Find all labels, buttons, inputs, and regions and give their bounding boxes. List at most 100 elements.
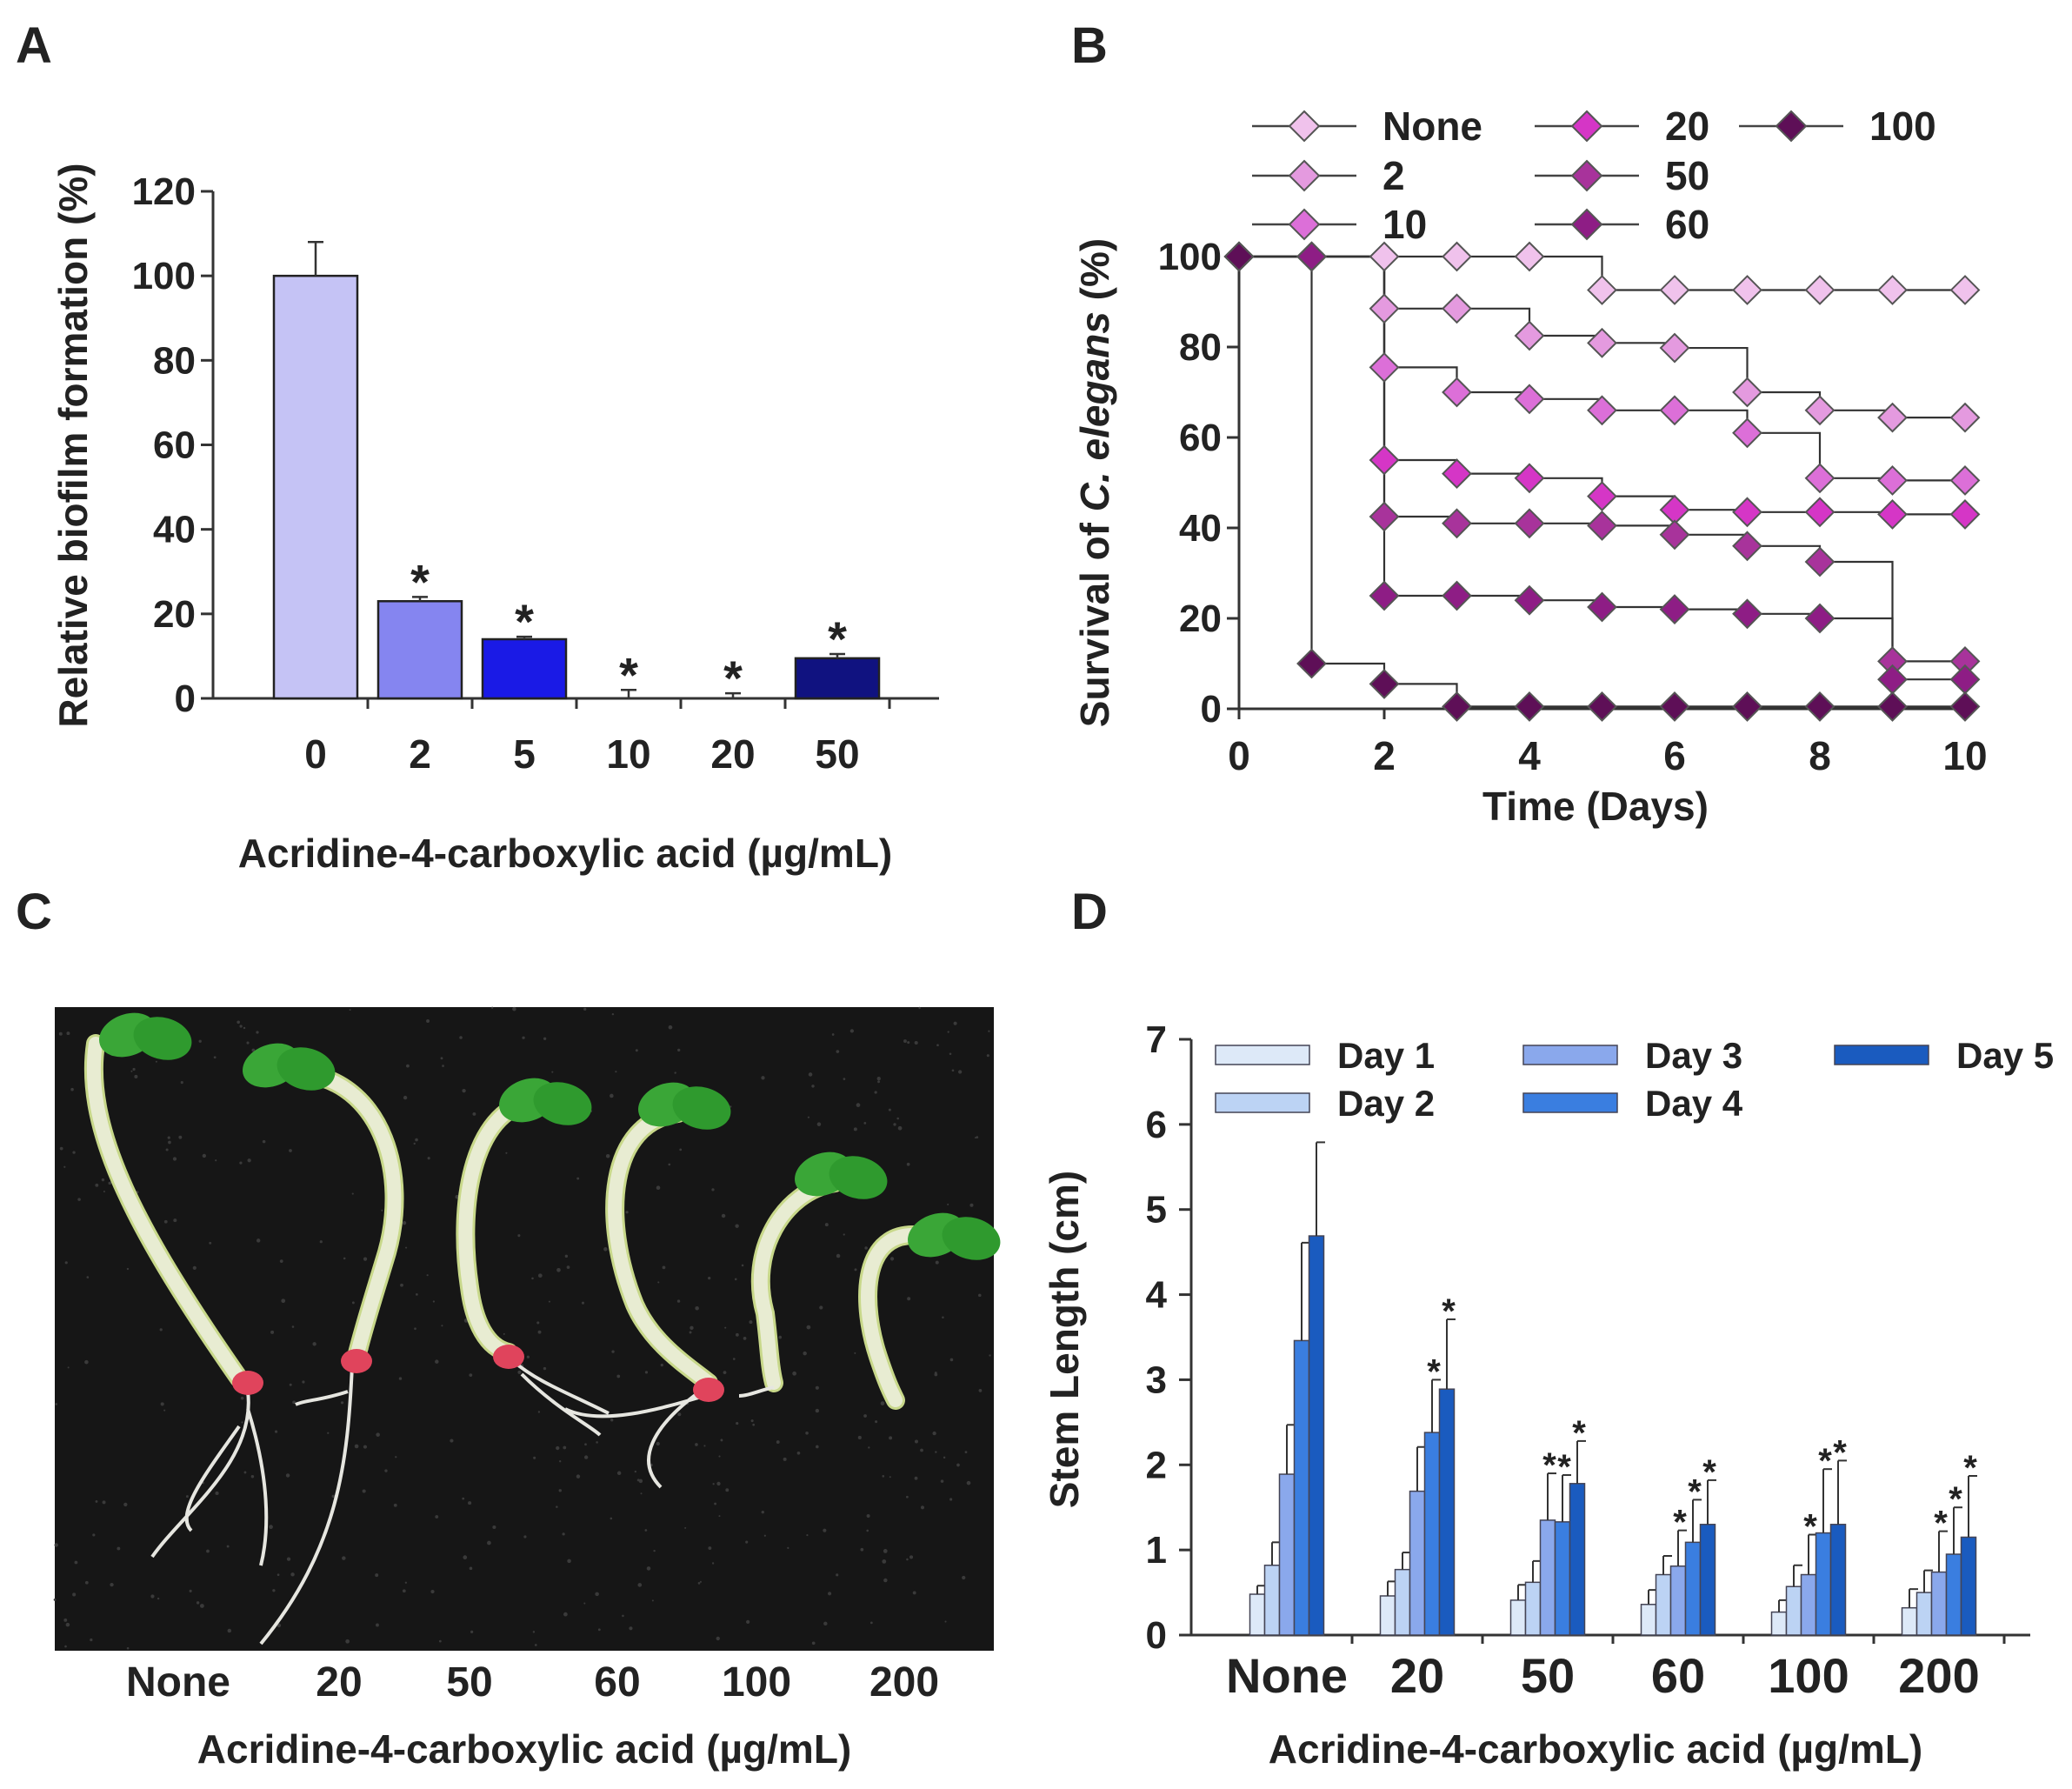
photo-speckle [752,1423,756,1426]
photo-speckle [808,1072,813,1077]
y-tick-label: 4 [1146,1274,1168,1317]
y-tick-label: 2 [1146,1444,1167,1486]
photo-speckle [783,1457,787,1461]
bar-day-1 [1379,1595,1396,1636]
marker-60 [1442,580,1472,611]
photo-speckle [721,1213,726,1218]
photo-speckle [888,1108,891,1111]
legend-swatch [1215,1045,1310,1065]
photo-speckle [807,1116,810,1118]
photo-speckle [393,1503,397,1507]
photo-speckle [906,1558,909,1561]
photo-speckle [708,1546,712,1550]
photo-speckle [943,1456,946,1459]
photo-speckle [117,1546,121,1551]
marker-60 [1804,603,1835,634]
photo-speckle [711,1188,715,1192]
photo-speckle [869,1621,873,1625]
photo-speckle [522,1036,525,1039]
significance-mark: * [1934,1505,1948,1543]
photo-speckle [556,1505,558,1508]
legend-label: Day 2 [1337,1083,1435,1124]
photo-speckle [243,1471,247,1474]
photo-speckle [363,1257,368,1261]
photo-speckle [708,1276,711,1280]
photo-label: 50 [446,1659,492,1706]
marker-2 [1732,377,1762,408]
photo-speckle [487,1540,491,1545]
marker-60 [1659,594,1690,625]
marker-None [1949,275,1981,305]
photo-speckle [427,1157,430,1160]
photo-speckle [531,1277,534,1280]
photo-speckle [668,1025,673,1030]
y-tick-label: 60 [153,424,196,467]
photo-speckle [674,1071,676,1074]
bar-day-4 [1815,1532,1832,1636]
photo-speckle [342,1556,346,1560]
significance-mark: * [1442,1292,1456,1331]
photo-speckle [629,1626,633,1631]
photo-speckle [903,1039,907,1044]
photo-speckle [854,1268,857,1272]
marker-100 [1732,691,1762,722]
photo-speckle [351,1301,355,1305]
photo-speckle [934,1372,938,1377]
marker-20 [1949,498,1981,530]
photo-speckle [638,1479,643,1484]
marker-50 [1514,508,1545,539]
seedling-seed [693,1378,724,1402]
photo-speckle [198,1039,202,1043]
photo-speckle [909,1555,914,1559]
legend-swatch [1522,1045,1618,1065]
legend-marker [1570,159,1603,192]
photo-speckle [537,1411,541,1413]
photo-speckle [102,1500,106,1505]
y-axis-title: Survival of C. elegans (%) [1072,238,1117,727]
bar-day-4 [1554,1521,1571,1636]
photo-speckle [940,1479,944,1483]
photo-speckle [676,1299,681,1303]
marker-20 [1442,458,1472,490]
photo-speckle [450,1439,454,1443]
photo-speckle [167,1136,170,1139]
photo-speckle [426,1018,430,1023]
photo-speckle [714,1502,717,1505]
seedling-root [511,1359,610,1437]
photo-speckle [562,1532,565,1536]
photo-speckle [532,1631,536,1633]
photo-speckle [989,1354,991,1357]
x-tick-label: 10 [606,731,650,777]
photo-speckle [462,1088,466,1093]
photo-speckle [70,1087,74,1091]
seedling-seed [341,1349,372,1373]
marker-10 [1514,384,1545,415]
photo-speckle [160,1402,164,1406]
photo-speckle [213,1056,217,1059]
y-tick-label: 0 [1201,688,1222,731]
photo-speckle [343,1257,346,1260]
legend-label: 10 [1382,202,1427,247]
photo-speckle [402,1221,407,1225]
bar-day-4 [1423,1432,1441,1636]
photo-speckle [108,1181,112,1185]
photo-speckle [863,1414,867,1418]
photo-speckle [668,1163,671,1166]
photo-speckle [718,1455,721,1458]
legend-marker [1288,208,1321,241]
photo-speckle [503,1332,505,1335]
photo-speckle [616,1374,621,1378]
x-axis-title: Acridine-4-carboxylic acid (µg/mL) [238,831,892,876]
marker-2 [1949,402,1981,433]
bar-day-3 [1539,1519,1556,1636]
y-tick-label: 20 [1179,597,1222,640]
marker-2 [1659,332,1690,364]
photo-speckle [567,1559,571,1564]
photo-speckle [543,1366,547,1371]
legend-marker [1570,208,1603,241]
photo-speckle [202,1153,207,1158]
photo-speckle [351,1192,354,1195]
marker-None [1732,275,1762,305]
photo-speckle [459,1036,463,1039]
